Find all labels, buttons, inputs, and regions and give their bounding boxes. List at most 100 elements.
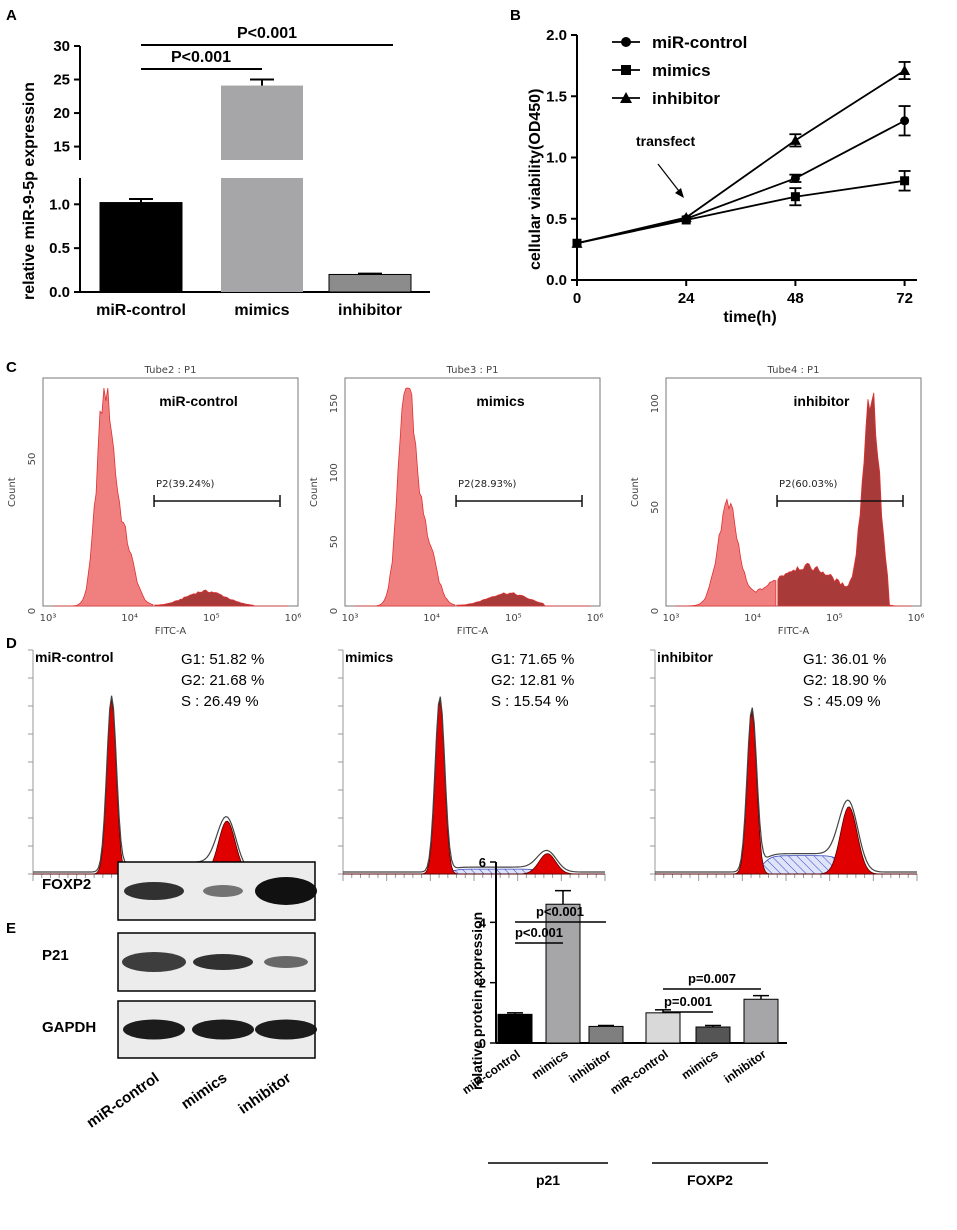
panel-b-transfect-arrowhead xyxy=(675,188,684,198)
panel-c-tube-title: Tube3 : P1 xyxy=(446,365,499,376)
blot-band xyxy=(203,885,243,897)
panel-b-transfect-arrow xyxy=(657,163,683,196)
panel-b-xtick-label: 24 xyxy=(678,290,695,307)
panel-c-xlabel: FITC-A xyxy=(457,626,489,637)
panel-e-pvalue-3: p=0.001 xyxy=(664,994,712,1009)
panel-d-envelope xyxy=(655,707,917,873)
panel-letter-c: C xyxy=(6,359,17,376)
panel-c-ytick-label: 0 xyxy=(329,608,340,614)
panel-c-xlabel: FITC-A xyxy=(778,626,810,637)
panel-d-g2-peak xyxy=(655,806,917,875)
panel-e-group-label-p21: p21 xyxy=(536,1172,560,1188)
panel-c-plot-miR-control: Tube2 : P1 Count FITC-A 10³ 10⁴ 10⁵ 10⁶ 0 50 P2(3… xyxy=(7,365,301,637)
panel-a-ytick-label-low: 1.0 xyxy=(49,196,70,213)
panel-e-xtick-label: miR-control xyxy=(608,1047,671,1097)
panel-b-ytick-label: 2.0 xyxy=(546,27,567,44)
panel-e-ylabel: relative protein expression xyxy=(469,912,485,1090)
panel-d-envelope xyxy=(33,695,295,873)
panel-d-g1-peak xyxy=(655,711,917,875)
panel-c-histogram-gated xyxy=(456,592,591,607)
panel-a-ytick-label-high: 30 xyxy=(53,38,70,55)
blot-band xyxy=(193,954,253,970)
panel-c-histogram-ungated xyxy=(675,497,777,607)
panel-b-legend-label: miR-control xyxy=(652,33,747,52)
panel-letter-a: A xyxy=(6,7,17,24)
panel-c-xtick-label: 10⁴ xyxy=(744,613,761,624)
panel-b-ytick-label: 1.0 xyxy=(546,150,567,167)
panel-c-xtick-label: 10³ xyxy=(40,613,57,624)
panel-c-xtick-label: 10⁵ xyxy=(203,613,220,624)
panel-a-ytick-label-high: 20 xyxy=(53,105,70,122)
panel-d-g1-value: G1: 36.01 % xyxy=(803,651,886,668)
panel-b-annotation-transfect: transfect xyxy=(636,133,695,149)
blot-label-p21: P21 xyxy=(42,947,69,964)
panel-a-bar-upper xyxy=(221,85,303,160)
panel-e-pvalue-1: p<0.001 xyxy=(536,904,584,919)
panel-b-marker-square xyxy=(621,65,631,75)
panel-c-xtick-label: 10³ xyxy=(663,613,680,624)
panel-d-cell-cycle-histograms: miR-control G1: 51.82 % G2: 21.68 % S : 26.… xyxy=(28,649,918,881)
panel-a-ytick-label-low: 0.0 xyxy=(49,284,70,301)
panel-b-marker-triangle xyxy=(789,134,801,145)
panel-a-xtick-label: inhibitor xyxy=(338,302,402,319)
panel-b-marker-square xyxy=(790,192,800,202)
panel-a-pvalue-outer: P<0.001 xyxy=(237,25,297,42)
panel-c-histogram-gated xyxy=(154,589,289,607)
blot-band xyxy=(123,1019,185,1040)
panel-d-sample-label: miR-control xyxy=(35,649,114,665)
panel-e-pvalue-4: p=0.007 xyxy=(688,971,736,986)
panel-c-ytick-label: 100 xyxy=(650,394,661,413)
panel-c-tube-title: Tube2 : P1 xyxy=(144,365,197,376)
panel-a-bar xyxy=(328,273,412,293)
panel-e-ytick-label: 4 xyxy=(479,915,487,930)
panel-c-xtick-label: 10⁶ xyxy=(285,613,302,624)
panel-d-s-value: S : 45.09 % xyxy=(803,693,881,710)
panel-letter-e: E xyxy=(6,920,16,937)
panel-a-bar-lower xyxy=(221,178,303,292)
panel-c-sample-label: mimics xyxy=(476,393,524,409)
panel-c-plot-inhibitor: Tube4 : P1 Count FITC-A 10³ 10⁴ 10⁵ 10⁶ 0 50 100 P… xyxy=(630,365,924,637)
panel-b-marker-circle xyxy=(900,116,910,126)
panel-c-sample-label: miR-control xyxy=(159,393,238,409)
blot-band xyxy=(255,877,317,905)
panel-b-series-miR-control xyxy=(572,105,911,248)
panel-b-line xyxy=(576,119,906,245)
panel-e-bar xyxy=(497,1013,533,1044)
blot-label-foxp2: FOXP2 xyxy=(42,876,91,893)
panel-b-marker-circle xyxy=(790,173,800,183)
panel-e-xtick-label: inhibitor xyxy=(566,1047,614,1086)
panel-letter-b: B xyxy=(510,7,521,24)
panel-d-s-value: S : 26.49 % xyxy=(181,693,259,710)
panel-c-histogram-ungated xyxy=(355,387,456,607)
panel-b-line xyxy=(576,179,905,245)
panel-b-ytick-label: 0.5 xyxy=(546,211,567,228)
panel-e-bar-chart: relative protein expression 0 2 4 6 miR-con… xyxy=(460,855,787,1188)
panel-c-ylabel: Count xyxy=(7,477,18,507)
panel-b-legend-label: inhibitor xyxy=(652,89,720,108)
panel-e-bar xyxy=(695,1026,731,1044)
blot-lane-label: miR-control xyxy=(84,1069,163,1131)
panel-d-s-value: S : 15.54 % xyxy=(491,693,569,710)
panel-c-ylabel: Count xyxy=(630,477,641,507)
panel-b-marker-circle xyxy=(621,37,631,47)
panel-c-gate-label: P2(28.93%) xyxy=(458,479,516,490)
panel-b-ytick-label: 0.0 xyxy=(546,272,567,289)
panel-c-plot-mimics: Tube3 : P1 Count FITC-A 10³ 10⁴ 10⁵ 10⁶ 0 50 100 1… xyxy=(309,365,603,637)
panel-e-ytick-label: 2 xyxy=(479,976,486,991)
panel-c-xtick-label: 10⁵ xyxy=(505,613,522,624)
panel-e-pvalue-2: p<0.001 xyxy=(515,925,563,940)
panel-c-sample-label: inhibitor xyxy=(794,393,851,409)
panel-c-plot-frame xyxy=(42,377,299,607)
panel-c-xlabel: FITC-A xyxy=(155,626,187,637)
panel-c-histogram-ungated xyxy=(53,387,154,607)
panel-c-gate-label: P2(39.24%) xyxy=(156,479,214,490)
panel-c-ytick-label: 50 xyxy=(27,453,38,466)
panel-d-g2-peak xyxy=(343,853,605,875)
panel-d-g1-peak xyxy=(343,699,605,875)
panel-b-marker-square xyxy=(900,176,910,186)
panel-c-xtick-label: 10⁶ xyxy=(908,613,925,624)
panel-c-xtick-label: 10⁵ xyxy=(826,613,843,624)
panel-b-xtick-label: 0 xyxy=(573,290,581,307)
panel-c-tube-title: Tube4 : P1 xyxy=(767,365,820,376)
panel-e-bar xyxy=(588,1025,624,1044)
